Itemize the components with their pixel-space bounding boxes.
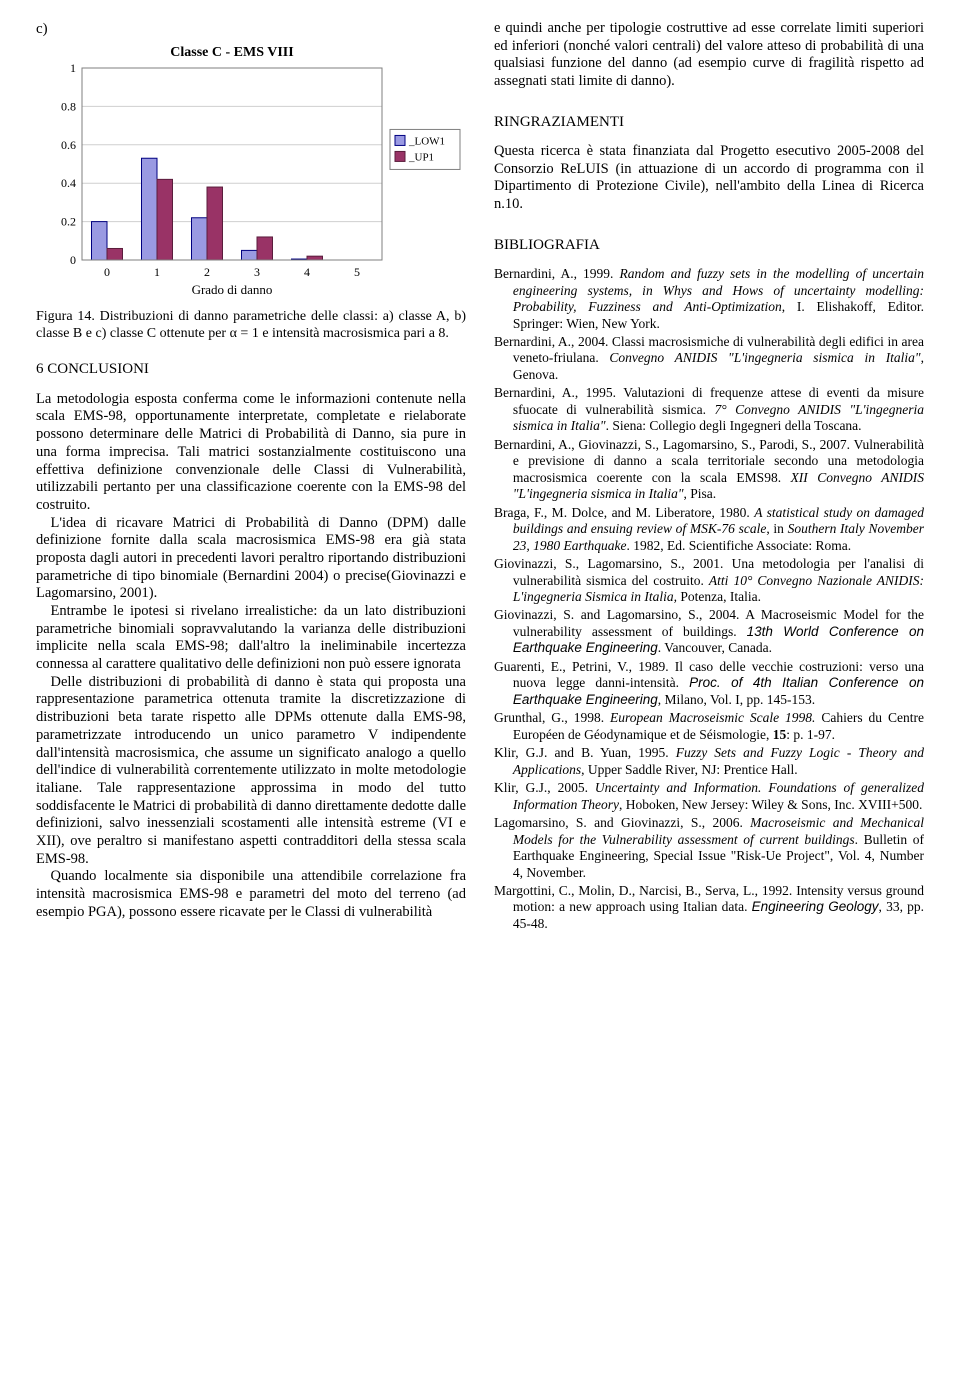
section-ringraziamenti: RINGRAZIAMENTI: [494, 113, 924, 131]
svg-text:Classe C - EMS VIII: Classe C - EMS VIII: [170, 45, 293, 60]
bibliography-entry: Lagomarsino, S. and Giovinazzi, S., 2006…: [494, 815, 924, 881]
svg-text:0: 0: [70, 253, 76, 267]
bibliography-entry: Margottini, C., Molin, D., Narcisi, B., …: [494, 883, 924, 932]
svg-text:1: 1: [154, 265, 160, 279]
svg-text:0.6: 0.6: [61, 138, 76, 152]
bibliography-entry: Giovinazzi, S., Lagomarsino, S., 2001. U…: [494, 556, 924, 605]
svg-text:0.8: 0.8: [61, 100, 76, 114]
svg-text:2: 2: [204, 265, 210, 279]
section-bibliografia: BIBLIOGRAFIA: [494, 236, 924, 254]
chart-svg: Classe C - EMS VIII 0 0.2 0.4 0.6 0.8 1 0 1 2 3 4 5 G…: [36, 42, 466, 302]
section-conclusioni: 6 CONCLUSIONI: [36, 360, 466, 378]
para: Entrambe le ipotesi si rivelano irrealis…: [36, 603, 466, 674]
svg-text:1: 1: [70, 61, 76, 75]
para: Questa ricerca è stata finanziata dal Pr…: [494, 143, 924, 214]
bibliography-entry: Guarenti, E., Petrini, V., 1989. Il caso…: [494, 659, 924, 708]
svg-text:_LOW1: _LOW1: [408, 136, 445, 148]
bibliography-entry: Klir, G.J. and B. Yuan, 1995. Fuzzy Sets…: [494, 745, 924, 778]
para: L'idea di ricavare Matrici di Probabilit…: [36, 515, 466, 603]
para: Delle distribuzioni di probabilità di da…: [36, 674, 466, 869]
left-column: c) Classe C - EMS VIII 0 0.2 0.4 0.6 0.8 1 0 1 2 3…: [36, 20, 466, 934]
bibliography-entry: Klir, G.J., 2005. Uncertainty and Inform…: [494, 780, 924, 813]
figure-caption: Figura 14. Distribuzioni di danno parame…: [36, 308, 466, 342]
bibliography-entry: Bernardini, A., Giovinazzi, S., Lagomars…: [494, 437, 924, 503]
svg-text:0: 0: [104, 265, 110, 279]
svg-text:3: 3: [254, 265, 260, 279]
right-column: e quindi anche per tipologie costruttive…: [494, 20, 924, 934]
bibliography-entry: Grunthal, G., 1998. European Macroseismi…: [494, 710, 924, 743]
bar-chart: Classe C - EMS VIII 0 0.2 0.4 0.6 0.8 1 0 1 2 3 4 5 G…: [36, 42, 466, 302]
para: La metodologia esposta conferma come le …: [36, 391, 466, 515]
svg-text:5: 5: [354, 265, 360, 279]
bibliography-entry: Bernardini, A., 1995. Valutazioni di fre…: [494, 385, 924, 434]
bibliography-entry: Braga, F., M. Dolce, and M. Liberatore, …: [494, 505, 924, 554]
bibliography-list: Bernardini, A., 1999. Random and fuzzy s…: [494, 266, 924, 932]
svg-text:4: 4: [304, 265, 310, 279]
para: e quindi anche per tipologie costruttive…: [494, 20, 924, 91]
svg-text:0.2: 0.2: [61, 215, 76, 229]
para: Quando localmente sia disponibile una at…: [36, 868, 466, 921]
subfig-label: c): [36, 20, 466, 38]
svg-text:_UP1: _UP1: [408, 152, 434, 164]
svg-text:0.4: 0.4: [61, 176, 76, 190]
bibliography-entry: Giovinazzi, S. and Lagomarsino, S., 2004…: [494, 607, 924, 656]
bibliography-entry: Bernardini, A., 1999. Random and fuzzy s…: [494, 266, 924, 332]
bibliography-entry: Bernardini, A., 2004. Classi macrosismic…: [494, 334, 924, 383]
svg-text:Grado di danno: Grado di danno: [192, 282, 273, 297]
